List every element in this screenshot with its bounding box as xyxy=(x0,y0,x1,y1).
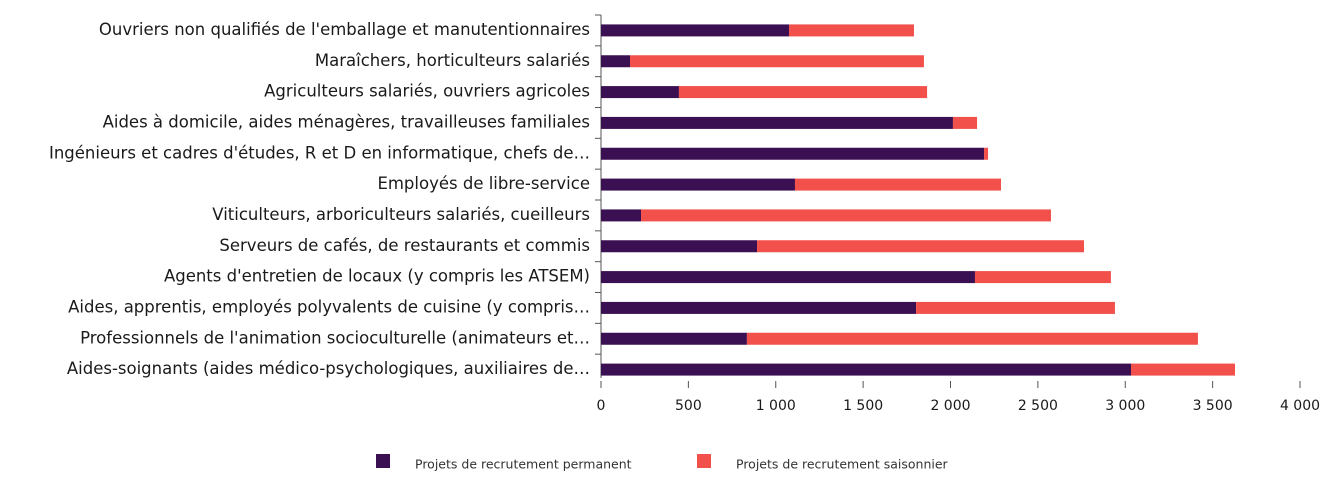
legend-label: Projets de recrutement permanent xyxy=(415,457,632,472)
category-label: Ingénieurs et cadres d'études, R et D en… xyxy=(49,143,590,162)
bar-segment xyxy=(789,24,914,37)
bar-segment xyxy=(757,240,1085,253)
bar-segment xyxy=(601,55,631,68)
legend-swatch xyxy=(376,454,390,468)
bar-segment xyxy=(794,178,1002,191)
category-label: Employés de libre-service xyxy=(377,174,590,193)
category-label: Professionnels de l'animation sociocultu… xyxy=(80,328,590,347)
category-label: Maraîchers, horticulteurs salariés xyxy=(315,51,590,70)
x-tick-label: 500 xyxy=(675,398,702,414)
x-tick-label: 1 000 xyxy=(756,398,796,414)
bar-segment xyxy=(601,147,985,160)
x-tick-label: 4 000 xyxy=(1280,398,1320,414)
bar-segment xyxy=(601,240,758,253)
bar-segment xyxy=(601,209,642,222)
category-label: Agriculteurs salariés, ouvriers agricole… xyxy=(264,82,590,101)
bar-segment xyxy=(601,332,747,345)
category-label: Aides-soignants (aides médico-psychologi… xyxy=(67,359,590,378)
bar-segment xyxy=(601,363,1132,376)
category-label: Aides à domicile, aides ménagères, trava… xyxy=(103,112,590,131)
category-label: Aides, apprentis, employés polyvalents d… xyxy=(68,297,590,316)
category-label: Serveurs de cafés, de restaurants et com… xyxy=(219,236,590,255)
x-tick-label: 1 500 xyxy=(843,398,883,414)
x-tick-label: 2 000 xyxy=(930,398,970,414)
x-tick-label: 0 xyxy=(597,398,606,414)
legend-swatch xyxy=(697,454,711,468)
bar-segment xyxy=(974,271,1111,284)
legend-label: Projets de recrutement saisonnier xyxy=(736,457,949,472)
bar-segment xyxy=(984,147,989,160)
bar-segment xyxy=(952,116,978,129)
x-tick-label: 3 500 xyxy=(1193,398,1233,414)
bar-segment xyxy=(601,24,790,37)
bar-segment xyxy=(746,332,1198,345)
x-tick-label: 3 000 xyxy=(1105,398,1145,414)
bar-segment xyxy=(601,116,953,129)
bar-segment xyxy=(601,178,795,191)
bar-segment xyxy=(916,301,1115,314)
bar-segment xyxy=(1131,363,1235,376)
bar-segment xyxy=(601,86,679,99)
bar-segment xyxy=(601,301,917,314)
bar-segment xyxy=(630,55,924,68)
bar-segment xyxy=(641,209,1051,222)
category-label: Agents d'entretien de locaux (y compris … xyxy=(164,267,590,286)
x-tick-label: 2 500 xyxy=(1018,398,1058,414)
bar-segment xyxy=(601,271,975,284)
category-label: Ouvriers non qualifiés de l'emballage et… xyxy=(99,20,590,39)
bar-segment xyxy=(678,86,928,99)
category-label: Viticulteurs, arboriculteurs salariés, c… xyxy=(212,205,590,224)
